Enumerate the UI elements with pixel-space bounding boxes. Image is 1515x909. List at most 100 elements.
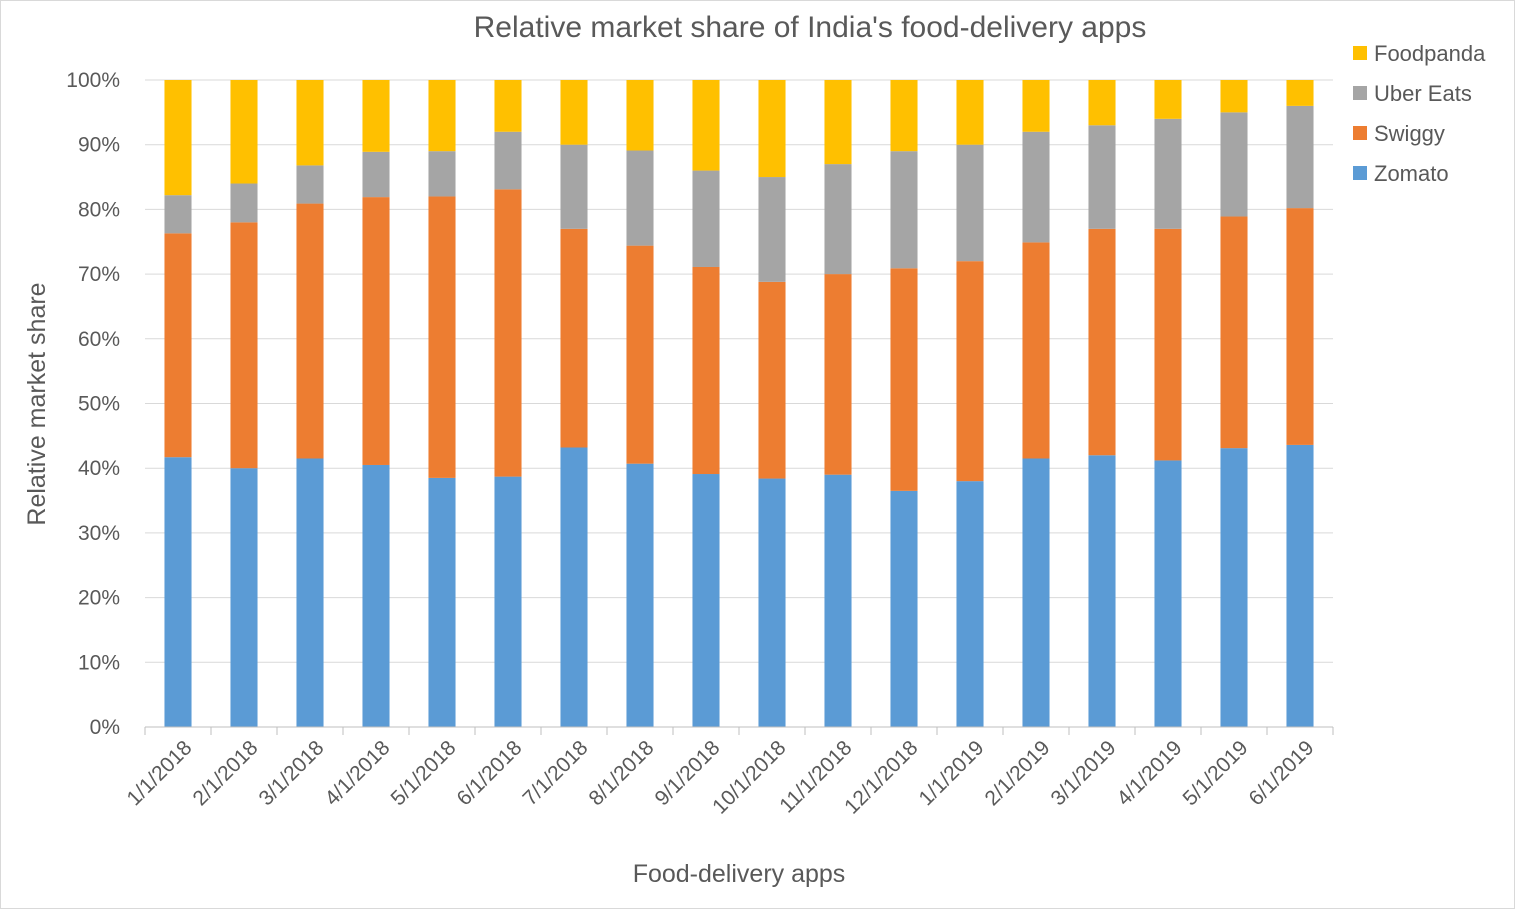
bar-uber-eats: [758, 177, 786, 282]
bar-swiggy: [230, 222, 258, 469]
x-tick-label: 7/1/2018: [518, 736, 592, 810]
bar-foodpanda: [296, 80, 324, 166]
bar-zomato: [1154, 460, 1182, 727]
bar-foodpanda: [494, 80, 522, 132]
y-tick-label: 0%: [90, 716, 120, 739]
bar-swiggy: [1088, 228, 1116, 456]
bar-swiggy: [1154, 228, 1182, 461]
y-tick-label: 80%: [78, 198, 120, 221]
y-tick-label: 10%: [78, 651, 120, 674]
bar-foodpanda: [1220, 80, 1248, 113]
chart-title: Relative market share of India's food-de…: [474, 11, 1147, 44]
bar-zomato: [428, 477, 456, 727]
bar-foodpanda: [560, 80, 588, 145]
bar-uber-eats: [1220, 112, 1248, 217]
bar-zomato: [824, 474, 852, 727]
legend-label-foodpanda: Foodpanda: [1374, 41, 1486, 66]
bar-swiggy: [164, 233, 192, 458]
bar-foodpanda: [824, 80, 852, 165]
x-tick-label: 5/1/2019: [1178, 736, 1252, 810]
legend: Foodpanda Uber Eats Swiggy Zomato: [1353, 41, 1486, 186]
bar-uber-eats: [230, 183, 258, 223]
x-axis-title: Food-delivery apps: [633, 860, 846, 888]
bar-swiggy: [1286, 208, 1314, 445]
bar-zomato: [296, 458, 324, 727]
bar-swiggy: [758, 281, 786, 479]
y-tick-label: 100%: [66, 69, 120, 92]
bar-swiggy: [824, 274, 852, 475]
y-tick-label: 40%: [78, 457, 120, 480]
bar-foodpanda: [164, 80, 192, 196]
bar-uber-eats: [164, 195, 192, 234]
x-tick-label: 1/1/2018: [122, 736, 196, 810]
y-tick-label: 70%: [78, 263, 120, 286]
bar-uber-eats: [890, 151, 918, 269]
legend-swatch-uber-eats: [1353, 86, 1367, 100]
bars: [164, 80, 1314, 727]
bar-swiggy: [956, 261, 984, 482]
bar-foodpanda: [1286, 80, 1314, 106]
bar-uber-eats: [692, 170, 720, 267]
bar-swiggy: [890, 268, 918, 491]
bar-foodpanda: [1088, 80, 1116, 126]
x-tick-label: 2/1/2019: [980, 736, 1054, 810]
bar-uber-eats: [1022, 131, 1050, 243]
bar-foodpanda: [956, 80, 984, 145]
bar-foodpanda: [626, 80, 654, 151]
bar-uber-eats: [824, 164, 852, 275]
bar-zomato: [1220, 448, 1248, 727]
bar-swiggy: [626, 245, 654, 464]
bar-zomato: [164, 457, 192, 727]
bar-zomato: [230, 468, 258, 727]
bar-swiggy: [494, 189, 522, 477]
bar-swiggy: [1022, 242, 1050, 459]
x-tick-label: 2/1/2018: [188, 736, 262, 810]
x-tick-label: 6/1/2019: [1244, 736, 1318, 810]
legend-label-zomato: Zomato: [1374, 161, 1449, 186]
bar-swiggy: [362, 197, 390, 465]
y-axis-title: Relative market share: [23, 282, 51, 525]
y-tick-label: 30%: [78, 522, 120, 545]
bar-uber-eats: [560, 144, 588, 229]
bar-swiggy: [296, 203, 324, 459]
bar-zomato: [890, 490, 918, 727]
x-tick-label: 4/1/2018: [320, 736, 394, 810]
bar-foodpanda: [890, 80, 918, 152]
bar-zomato: [626, 463, 654, 727]
bar-uber-eats: [362, 151, 390, 198]
bar-zomato: [1286, 444, 1314, 727]
y-tick-label: 20%: [78, 587, 120, 610]
bar-swiggy: [428, 196, 456, 478]
bar-foodpanda: [1154, 80, 1182, 119]
bar-uber-eats: [494, 131, 522, 190]
x-tick-label: 1/1/2019: [914, 736, 988, 810]
x-tick-label: 3/1/2019: [1046, 736, 1120, 810]
x-tick-label: 6/1/2018: [452, 736, 526, 810]
bar-swiggy: [692, 266, 720, 475]
gridlines: [145, 79, 1333, 663]
legend-swatch-foodpanda: [1353, 46, 1367, 60]
bar-zomato: [692, 474, 720, 727]
bar-foodpanda: [1022, 80, 1050, 132]
bar-uber-eats: [296, 165, 324, 204]
x-tick-label: 4/1/2019: [1112, 736, 1186, 810]
bar-uber-eats: [1088, 125, 1116, 229]
bar-swiggy: [560, 228, 588, 448]
bar-uber-eats: [428, 151, 456, 197]
bar-foodpanda: [758, 80, 786, 178]
legend-label-uber-eats: Uber Eats: [1374, 81, 1472, 106]
legend-label-swiggy: Swiggy: [1374, 121, 1445, 146]
x-tick-label: 8/1/2018: [584, 736, 658, 810]
y-tick-label: 50%: [78, 393, 120, 416]
x-tick-label: 5/1/2018: [386, 736, 460, 810]
bar-zomato: [956, 481, 984, 727]
bar-foodpanda: [428, 80, 456, 152]
x-tick-label: 3/1/2018: [254, 736, 328, 810]
bar-uber-eats: [1154, 118, 1182, 229]
bar-uber-eats: [956, 144, 984, 262]
bar-foodpanda: [230, 80, 258, 184]
bar-uber-eats: [626, 150, 654, 246]
y-tick-label: 60%: [78, 328, 120, 351]
legend-swatch-zomato: [1353, 166, 1367, 180]
